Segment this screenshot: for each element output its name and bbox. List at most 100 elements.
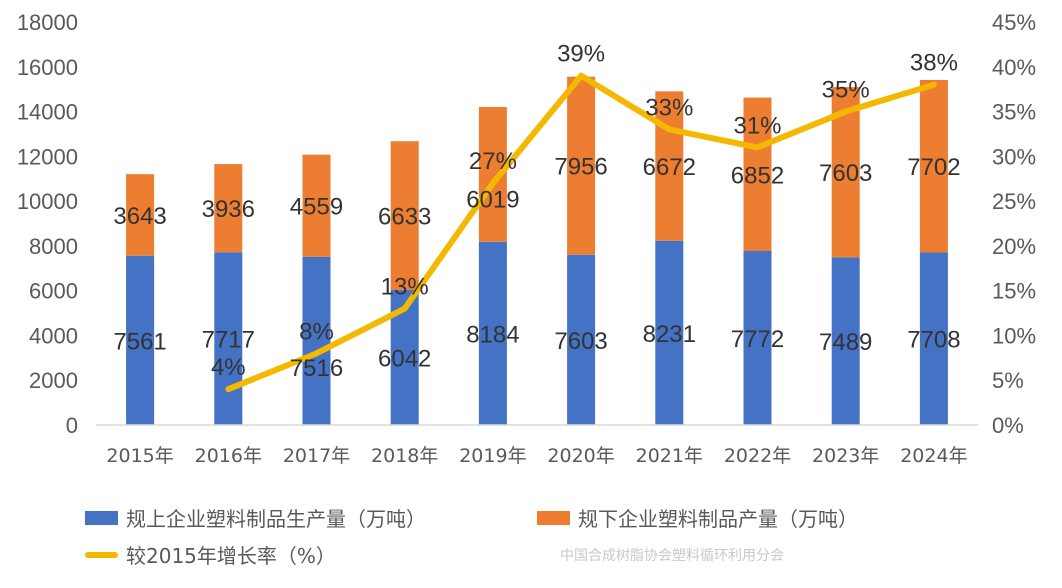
- bar-labels-layer: 3643 7561 3936 7717 4559 7516 6633 6042 6019 8184…: [113, 154, 960, 382]
- bar-upper-value-label: 3936: [202, 196, 255, 223]
- bar-lower-value-label: 7772: [731, 326, 784, 353]
- bar-lower-value-label: 7708: [907, 327, 960, 354]
- bar-lower-value-label: 8184: [466, 321, 519, 348]
- bar-lower-value-label: 7603: [554, 328, 607, 355]
- watermark-label: 中国合成树脂协会塑料循环利用分会: [560, 548, 784, 564]
- bar-upper-2024年: [919, 79, 948, 253]
- legend-item-series-2: 较2015年增长率（%）: [85, 540, 336, 569]
- bar-upper-2022年: [743, 97, 772, 251]
- bar-lower-value-label: 7516: [290, 355, 343, 382]
- bar-lower-2022年: [743, 250, 772, 425]
- bar-lower-2021年: [655, 240, 684, 425]
- right-axis-tick-label: 20%: [992, 234, 1036, 259]
- bar-upper-2016年: [214, 164, 243, 253]
- growth-rate-point-2019年: [492, 182, 494, 184]
- right-axis-tick-label: 0%: [992, 413, 1024, 438]
- right-axis: 0% 5% 10% 15% 20% 25% 30% 35% 40% 45%: [992, 10, 1036, 438]
- x-axis-tick-label: 2015年: [106, 445, 173, 467]
- left-axis-tick-label: 8000: [29, 234, 78, 259]
- bar-upper-value-label: 6852: [731, 162, 784, 189]
- growth-rate-point-2023年: [845, 111, 847, 113]
- growth-rate-label: 31%: [733, 112, 781, 139]
- bar-lower-value-label: 7489: [819, 329, 872, 356]
- x-axis: 2015年 2016年 2017年 2018年 2019年 2020年 2021年 2022年…: [106, 445, 967, 467]
- bar-upper-value-label: 7956: [554, 154, 607, 181]
- growth-rate-label: 4%: [211, 354, 246, 381]
- right-axis-tick-label: 15%: [992, 279, 1036, 304]
- legend-swatch-line: [85, 551, 118, 558]
- right-axis-tick-label: 35%: [992, 100, 1036, 125]
- left-axis-tick-label: 2000: [29, 368, 78, 393]
- x-axis-tick-label: 2016年: [195, 445, 262, 467]
- growth-rate-point-2016年: [227, 388, 229, 390]
- line-layer: [225, 72, 937, 393]
- right-axis-tick-label: 5%: [992, 368, 1024, 393]
- left-axis-tick-label: 6000: [29, 279, 78, 304]
- legend-swatch-blue: [85, 510, 118, 525]
- bar-lower-2020年: [567, 254, 596, 425]
- bar-lower-2023年: [831, 257, 860, 425]
- watermark-text: 中国合成树脂协会塑料循环利用分会: [560, 545, 784, 565]
- growth-rate-point-2024年: [933, 84, 935, 86]
- bar-upper-value-label: 6019: [466, 186, 519, 213]
- left-axis-tick-label: 12000: [17, 144, 78, 169]
- bar-lower-value-label: 8231: [643, 321, 696, 348]
- growth-rate-label: 27%: [469, 148, 517, 175]
- bar-upper-2018年: [390, 141, 419, 290]
- growth-rate-label: 8%: [299, 318, 334, 345]
- x-axis-tick-label: 2021年: [636, 445, 703, 467]
- line-labels-layer: 4% 8% 13% 27% 39% 33% 31% 35% 38%: [211, 41, 958, 381]
- x-axis-tick-label: 2024年: [900, 445, 967, 467]
- bar-upper-value-label: 7702: [907, 154, 960, 181]
- legend-label: 较2015年增长率（%）: [126, 544, 336, 568]
- legend-item-series-0: 规上企业塑料制品生产量（万吨）: [85, 503, 426, 532]
- growth-rate-point-2017年: [316, 352, 317, 354]
- bar-lower-value-label: 7717: [202, 327, 255, 354]
- bar-lower-2016年: [214, 252, 243, 425]
- right-axis-tick-label: 10%: [992, 323, 1036, 348]
- left-axis-tick-label: 16000: [17, 55, 78, 80]
- bar-upper-value-label: 7603: [819, 160, 872, 187]
- growth-rate-label: 33%: [645, 94, 693, 121]
- bar-lower-2024年: [919, 252, 948, 425]
- bar-upper-2020年: [567, 76, 596, 255]
- x-axis-tick-label: 2019年: [459, 445, 526, 467]
- combo-chart: 0 2000 4000 6000 8000 10000 12000 14000 16000 180…: [17, 10, 1036, 467]
- bar-upper-value-label: 3643: [113, 203, 166, 230]
- bar-lower-2015年: [126, 255, 155, 425]
- bar-upper-2015年: [126, 174, 155, 256]
- left-axis-tick-label: 0: [66, 413, 78, 438]
- bar-upper-value-label: 4559: [290, 194, 343, 221]
- right-axis-tick-label: 25%: [992, 189, 1036, 214]
- growth-rate-point-2021年: [668, 128, 670, 130]
- x-axis-tick-label: 2018年: [371, 445, 438, 467]
- left-axis-tick-label: 10000: [17, 189, 78, 214]
- left-axis: 0 2000 4000 6000 8000 10000 12000 14000 16000 180…: [17, 10, 78, 438]
- right-axis-tick-label: 30%: [992, 144, 1036, 169]
- x-axis-tick-label: 2023年: [812, 445, 879, 467]
- x-axis-tick-label: 2017年: [283, 445, 350, 467]
- bar-lower-2017年: [302, 256, 331, 425]
- bar-lower-2019年: [478, 241, 507, 425]
- bar-upper-value-label: 6672: [643, 154, 696, 181]
- growth-rate-label: 13%: [381, 274, 429, 301]
- legend-item-series-1: 规下企业塑料制品产量（万吨）: [537, 503, 858, 532]
- growth-rate-point-2022年: [757, 146, 758, 148]
- bar-lower-value-label: 6042: [378, 345, 431, 372]
- growth-rate-label: 39%: [557, 41, 605, 68]
- legend-swatch-orange: [537, 510, 570, 525]
- left-axis-tick-label: 18000: [17, 10, 78, 35]
- bar-lower-value-label: 7561: [113, 328, 166, 355]
- bar-upper-2021年: [655, 91, 684, 241]
- legend-label: 规上企业塑料制品生产量（万吨）: [126, 507, 426, 531]
- left-axis-tick-label: 14000: [17, 100, 78, 125]
- left-axis-tick-label: 4000: [29, 323, 78, 348]
- growth-rate-point-2018年: [404, 308, 406, 310]
- right-axis-tick-label: 45%: [992, 10, 1036, 35]
- bar-upper-value-label: 6633: [378, 203, 431, 230]
- legend-label: 规下企业塑料制品产量（万吨）: [578, 507, 858, 531]
- bar-upper-2017年: [302, 154, 331, 257]
- right-axis-tick-label: 40%: [992, 55, 1036, 80]
- x-axis-tick-label: 2022年: [724, 445, 791, 467]
- growth-rate-label: 35%: [822, 77, 870, 104]
